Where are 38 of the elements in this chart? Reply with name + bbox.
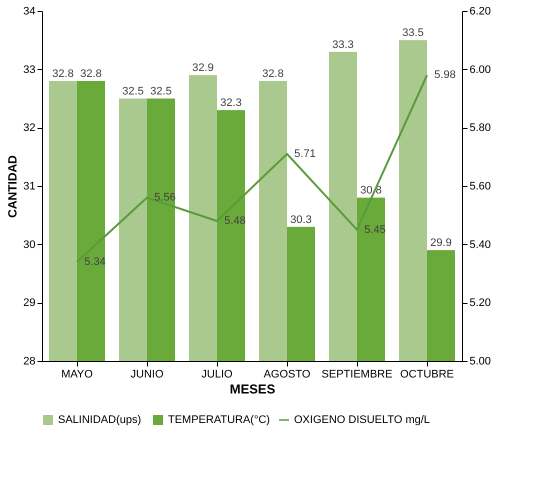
y-tick-label: 30 — [23, 238, 36, 251]
y-tick-label: 32 — [23, 122, 36, 134]
data-label: 30.3 — [290, 214, 312, 226]
legend-label: OXIGENO DISUELTO mg/L — [294, 414, 430, 426]
legend-label: SALINIDAD(ups) — [58, 414, 142, 426]
y2-tick-label: 5.00 — [470, 356, 491, 368]
y2-tick-label: 6.00 — [470, 64, 491, 76]
y-tick-label: 28 — [23, 356, 36, 368]
x-tick-label: OCTUBRE — [400, 368, 454, 380]
data-label: 32.5 — [150, 86, 172, 98]
data-label: 32.3 — [220, 97, 242, 110]
data-label: 32.5 — [122, 86, 144, 98]
data-label: 33.3 — [332, 38, 354, 51]
legend-label: TEMPERATURA(°C) — [168, 414, 270, 426]
x-tick-label: SEPTIEMBRE — [322, 368, 392, 380]
y2-tick-label: 6.20 — [470, 6, 491, 18]
y-tick-label: 31 — [23, 180, 36, 192]
x-tick-label: JUNIO — [130, 368, 164, 380]
data-label: 5.71 — [294, 148, 316, 160]
y-tick-label: 33 — [23, 64, 36, 76]
data-label: 5.98 — [434, 69, 456, 82]
x-tick-label: MAYO — [61, 368, 94, 380]
y2-tick-label: 5.20 — [470, 297, 491, 310]
data-label: 32.8 — [262, 68, 284, 80]
y-axis-title: CANTIDAD — [5, 154, 20, 218]
x-tick-label: AGOSTO — [264, 368, 311, 380]
y2-tick-label: 5.80 — [470, 122, 491, 134]
data-label: 32.8 — [52, 68, 74, 80]
y2-tick-label: 5.60 — [470, 180, 491, 192]
x-tick-label: JULIO — [201, 368, 234, 380]
data-label: 32.8 — [80, 68, 102, 80]
y-tick-label: 29 — [23, 297, 36, 310]
data-label: 33.5 — [402, 27, 424, 40]
data-label: 29.9 — [430, 237, 452, 250]
y2-tick-label: 5.40 — [470, 238, 491, 251]
y-tick-label: 34 — [23, 6, 36, 18]
data-label: 32.9 — [192, 62, 214, 74]
x-axis-title: MESES — [230, 382, 276, 396]
